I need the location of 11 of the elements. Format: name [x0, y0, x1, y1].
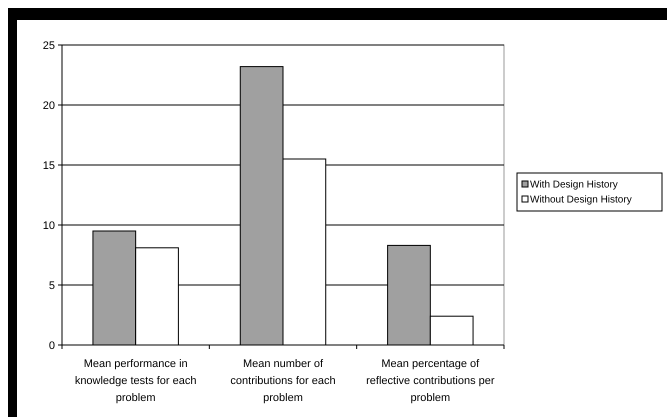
x-tick-label: Mean number of contributions for each problem: [230, 358, 336, 404]
y-tick-label: 15: [42, 160, 55, 172]
y-tick-label: 25: [42, 40, 55, 52]
legend-label: Without Design History: [530, 194, 632, 206]
legend-label: With Design History: [530, 180, 618, 190]
y-tick-label: 5: [48, 280, 55, 292]
y-tick-label: 20: [42, 100, 55, 112]
x-tick-label: Mean percentage of reflective contributions per problem: [366, 358, 495, 404]
x-tick-label: Mean performance in knowledge tests for each problem: [74, 358, 197, 404]
y-tick-label: 0: [48, 340, 55, 352]
y-tick-label: 10: [42, 220, 55, 232]
